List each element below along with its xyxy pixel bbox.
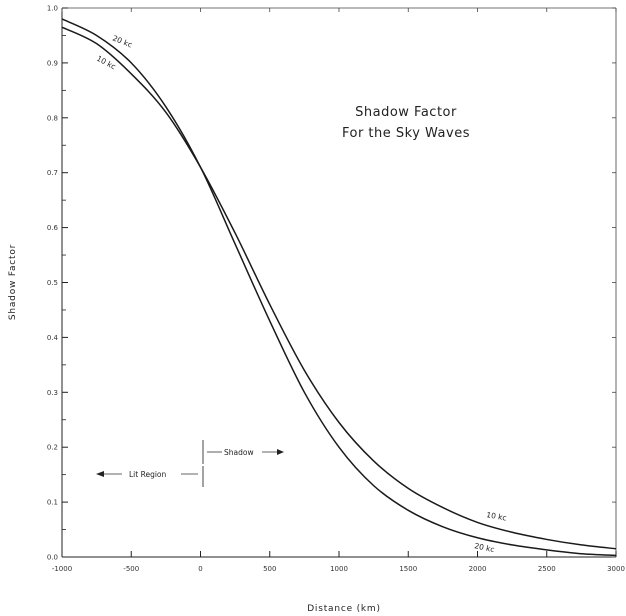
y-tick-label: 0.2 — [47, 444, 58, 452]
shadow-annotation: Shadow — [202, 440, 284, 487]
series-line-20kc — [61, 18, 617, 557]
x-tick-label: 2000 — [469, 565, 487, 573]
chart-title-line-2: For the Sky Waves — [342, 126, 470, 141]
y-tick-label: 1.0 — [47, 5, 58, 13]
x-tick-label: 0 — [198, 565, 202, 573]
x-tick-label: 1000 — [330, 565, 348, 573]
x-tick-label: 1500 — [399, 565, 417, 573]
x-axis-title: Distance (km) — [307, 604, 381, 614]
series-line-10kc — [61, 26, 617, 550]
axis-ticks: 0.0 0.1 0.2 0.3 0.4 0.5 0.6 0.7 0.8 0.9 1.0 -1000 -5… — [47, 5, 625, 574]
y-tick-label: 0.6 — [47, 224, 59, 232]
curve-label-10kc-bottom: 10 kc — [486, 510, 508, 522]
lit-region-annotation: Lit Region — [96, 470, 198, 479]
shadow-label: Shadow — [224, 448, 254, 457]
lit-region-arrow-head — [96, 471, 104, 477]
series-group — [61, 18, 617, 557]
curve-label-20kc-bottom: 20 kc — [474, 541, 496, 554]
x-tick-label: 2500 — [538, 565, 556, 573]
curve-label-20kc-top: 20 kc — [111, 34, 133, 50]
x-tick-label: 3000 — [607, 565, 625, 573]
y-tick-label: 0.7 — [47, 169, 58, 177]
y-axis-title: Shadow Factor — [8, 244, 18, 320]
y-tick-label: 0.5 — [47, 279, 58, 287]
chart-title: Shadow Factor For the Sky Waves — [342, 105, 470, 141]
x-tick-label: -500 — [123, 565, 139, 573]
shadow-arrow-head — [277, 449, 284, 455]
y-tick-label: 0.9 — [47, 59, 58, 67]
curve-label-10kc-top: 10 kc — [95, 54, 117, 72]
x-tick-label: -1000 — [52, 565, 72, 573]
y-tick-label: 0.0 — [47, 554, 58, 562]
y-tick-label: 0.8 — [47, 114, 58, 122]
lit-region-label: Lit Region — [129, 470, 167, 479]
x-tick-label: 500 — [263, 565, 276, 573]
y-tick-label: 0.4 — [47, 334, 59, 342]
chart-title-line-1: Shadow Factor — [355, 105, 457, 120]
y-tick-label: 0.1 — [47, 499, 58, 507]
y-tick-label: 0.3 — [47, 389, 58, 397]
